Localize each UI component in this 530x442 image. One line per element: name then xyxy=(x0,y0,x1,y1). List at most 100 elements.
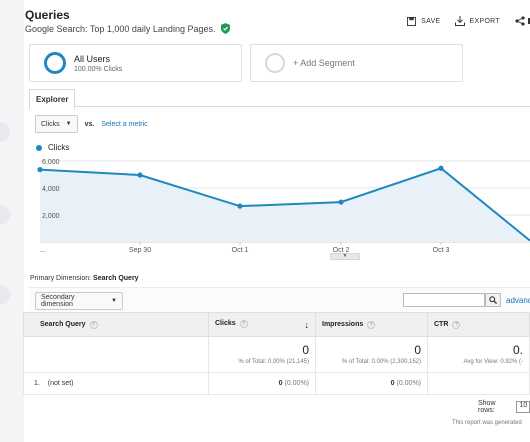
column-search-query[interactable]: Search Query? xyxy=(23,312,209,337)
data-table: Search Query? Clicks? ↓ Impressions? CTR… xyxy=(23,312,530,395)
total-value: 0 xyxy=(302,343,309,357)
help-icon[interactable]: ? xyxy=(452,320,461,329)
secondary-dimension-select[interactable]: Secondary dimension ▼ xyxy=(35,292,123,310)
table-controls: Secondary dimension ▼ advanc xyxy=(29,287,530,311)
column-label: Clicks xyxy=(215,319,236,327)
ctr-cell xyxy=(427,372,530,395)
segment-name: All Users xyxy=(74,53,111,64)
primary-dimension: Primary Dimension: Search Query xyxy=(30,275,139,282)
table-search-button[interactable] xyxy=(485,293,501,307)
chart-resize-handle[interactable]: ▼ xyxy=(330,253,360,260)
query-value[interactable]: (not set) xyxy=(47,380,74,387)
clicks-value: 0 xyxy=(278,380,283,387)
download-icon xyxy=(454,16,465,26)
sidebar-dot xyxy=(0,205,10,225)
column-label: Impressions xyxy=(322,320,364,328)
sidebar-dot xyxy=(0,285,10,305)
chevron-down-icon: ▼ xyxy=(65,121,72,127)
clicks-percent: (0.00%) xyxy=(284,380,309,387)
metric-selector-row: Clicks ▼ vs. Select a metric xyxy=(35,115,148,133)
clicks-line-chart: 6,000 4,000 2,000... Sep 30 Oct 1 Oct 2 Oct 3 xyxy=(37,159,530,254)
table-row[interactable]: 1. (not set) 0 (0.00%) 0 (0.00%) xyxy=(23,372,530,395)
segment-bar: All Users 100.00% Clicks + Add Segment xyxy=(29,44,463,82)
legend-swatch xyxy=(36,144,42,151)
sort-desc-icon[interactable]: ↓ xyxy=(304,319,310,330)
row-index: 1. xyxy=(34,380,40,387)
subtitle-text: Google Search: Top 1,000 daily Landing P… xyxy=(25,23,216,34)
totals-clicks: 0 % of Total: 0.00% (21,145) xyxy=(208,336,316,373)
export-button[interactable]: EXPORT xyxy=(454,16,500,26)
primary-dimension-value[interactable]: Search Query xyxy=(93,275,139,282)
segment-percentage: 100.00% Clicks xyxy=(74,65,123,73)
total-value: 0 xyxy=(414,343,421,357)
impressions-value: 0 xyxy=(390,380,395,387)
export-label: EXPORT xyxy=(469,17,500,25)
y-tick-label: 6,000 xyxy=(42,159,60,166)
vs-label: vs. xyxy=(84,120,95,128)
save-icon xyxy=(407,16,417,26)
segment-all-users[interactable]: All Users 100.00% Clicks xyxy=(29,44,242,82)
report-generated-note: This report was generated xyxy=(452,420,522,426)
chart-legend: Clicks xyxy=(36,143,69,152)
x-tick-label: Sep 30 xyxy=(129,247,151,254)
share-icon xyxy=(515,16,530,26)
data-point xyxy=(338,199,344,205)
select-metric-link[interactable]: Select a metric xyxy=(101,120,148,128)
x-tick-label: Oct 3 xyxy=(433,247,450,254)
add-segment-button[interactable]: + Add Segment xyxy=(250,44,463,82)
tab-divider xyxy=(29,106,530,107)
add-segment-label: + Add Segment xyxy=(293,58,355,68)
secondary-dimension-label: Secondary dimension xyxy=(41,294,75,308)
show-rows-control: Show rows: 10 xyxy=(478,400,530,414)
query-cell: 1. (not set) xyxy=(23,372,209,395)
x-tick-label: ... xyxy=(40,247,46,254)
column-label: CTR xyxy=(434,320,449,328)
primary-dimension-label: Primary Dimension: xyxy=(30,275,92,282)
clicks-cell: 0 (0.00%) xyxy=(208,372,316,395)
advanced-filter-link[interactable]: advanc xyxy=(506,296,530,305)
totals-impressions: 0 % of Total: 0.00% (2,300,152) xyxy=(315,336,428,373)
primary-metric-value: Clicks xyxy=(41,120,60,128)
table-search-input[interactable] xyxy=(403,293,485,307)
shield-check-icon xyxy=(221,23,231,34)
page-subtitle: Google Search: Top 1,000 daily Landing P… xyxy=(25,23,231,34)
report-tabs: Explorer xyxy=(29,89,76,110)
data-point xyxy=(438,165,444,171)
column-impressions[interactable]: Impressions? xyxy=(315,312,428,337)
report-toolbar: SAVE EXPORT xyxy=(407,16,530,26)
left-sidebar-edge xyxy=(0,0,24,442)
column-ctr[interactable]: CTR? xyxy=(427,312,530,337)
show-rows-select[interactable]: 10 xyxy=(516,401,530,413)
search-icon xyxy=(489,296,497,304)
tab-explorer[interactable]: Explorer xyxy=(29,89,76,110)
show-rows-label: Show rows: xyxy=(478,400,496,414)
data-point xyxy=(37,167,43,173)
data-point xyxy=(137,172,143,178)
primary-metric-select[interactable]: Clicks ▼ xyxy=(35,115,78,133)
help-icon[interactable]: ? xyxy=(89,320,98,329)
y-tick-label: 2,000 xyxy=(42,213,60,220)
total-value: 0. xyxy=(512,343,523,357)
totals-row: 0 % of Total: 0.00% (21,145) 0 % of Tota… xyxy=(23,336,530,373)
page-title: Queries xyxy=(25,8,70,22)
table-header-row: Search Query? Clicks? ↓ Impressions? CTR… xyxy=(23,312,530,337)
legend-label: Clicks xyxy=(48,143,70,152)
y-tick-label: 4,000 xyxy=(42,186,60,193)
empty-segment-circle-icon xyxy=(265,53,285,73)
totals-ctr: 0. Avg for View: 0.92% (- xyxy=(427,336,530,373)
help-icon[interactable]: ? xyxy=(239,319,248,328)
column-clicks[interactable]: Clicks? ↓ xyxy=(208,312,316,337)
total-subtext: % of Total: 0.00% (2,300,152) xyxy=(342,359,421,365)
data-point xyxy=(237,203,243,209)
save-button[interactable]: SAVE xyxy=(407,16,441,26)
save-label: SAVE xyxy=(421,17,441,25)
total-subtext: % of Total: 0.00% (21,145) xyxy=(238,359,309,365)
share-button[interactable] xyxy=(514,16,530,26)
x-tick-label: Oct 1 xyxy=(232,247,249,254)
column-label: Search Query xyxy=(40,320,86,328)
impressions-cell: 0 (0.00%) xyxy=(315,372,428,395)
help-icon[interactable]: ? xyxy=(367,320,376,329)
chevron-down-icon: ▼ xyxy=(111,298,117,304)
x-tick-label: Oct 2 xyxy=(333,247,350,254)
sidebar-dot xyxy=(0,122,10,142)
